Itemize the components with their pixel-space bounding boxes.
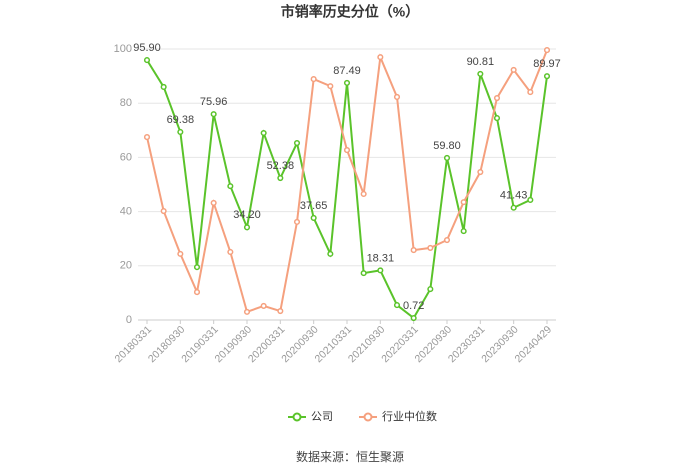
data-point [143,57,151,64]
data-label: 0.72 [403,300,424,312]
data-point [260,129,267,137]
data-point [510,66,517,73]
source-note: 数据来源：恒生聚源 [296,449,404,464]
data-label: 90.81 [467,56,495,68]
data-point [327,250,334,257]
data-point [327,83,334,90]
data-point [210,199,217,206]
data-point [310,214,317,222]
data-point [343,79,351,86]
data-point [443,154,451,161]
data-point [160,83,167,90]
data-point [393,302,401,309]
legend-swatch-dot [292,412,302,422]
data-point [377,267,384,274]
data-point [543,47,551,54]
data-point [360,190,367,198]
data-point [227,248,234,256]
data-point [360,270,367,277]
legend-swatch-dot [363,412,373,422]
data-label: 37.65 [300,200,328,212]
data-point [193,289,201,296]
y-tick-label: 100 [114,43,132,55]
data-point [410,314,417,322]
data-point [143,134,151,141]
data-point [243,308,251,315]
data-point [343,147,351,154]
y-tick-label: 60 [120,151,132,163]
x-tick-label: 20240429 [513,323,555,365]
data-point [277,175,284,182]
y-tick-label: 0 [126,314,132,326]
data-label: 41.43 [500,190,528,202]
data-point [310,76,317,83]
chart-title: 市销率历史分位（%） [281,4,419,20]
data-point [210,111,217,118]
data-point [493,115,501,122]
y-tick-label: 20 [120,260,132,272]
data-point [177,250,184,257]
data-label: 59.80 [433,140,461,152]
data-point [443,237,451,244]
data-point [510,204,517,211]
data-label: 18.31 [367,252,395,264]
data-point [227,183,234,190]
data-point [410,247,417,254]
data-label: 75.96 [200,96,228,108]
data-point [177,128,184,136]
y-tick-label: 40 [120,206,132,218]
data-point [460,228,467,235]
data-point [427,286,434,293]
y-tick-label: 80 [120,97,132,109]
data-point [160,208,167,215]
data-point [493,95,501,102]
data-label: 34.20 [233,209,261,221]
data-label: 89.97 [533,58,561,70]
data-point [543,73,551,80]
data-point [243,224,251,231]
data-point [477,70,484,77]
data-point [393,93,401,101]
data-point [193,264,201,271]
data-point [277,308,284,315]
data-point [293,218,301,225]
legend-label: 行业中位数 [382,409,437,423]
data-label: 69.38 [167,114,195,126]
data-point [427,244,434,251]
data-point [293,139,301,147]
data-point [260,302,267,309]
data-point [527,196,534,203]
data-point [477,168,484,176]
data-point [460,199,467,206]
data-point [377,54,384,61]
data-point [527,89,534,96]
legend-label: 公司 [311,411,333,423]
data-label: 95.90 [133,42,161,54]
data-label: 52.38 [267,160,295,172]
data-label: 87.49 [333,65,361,77]
